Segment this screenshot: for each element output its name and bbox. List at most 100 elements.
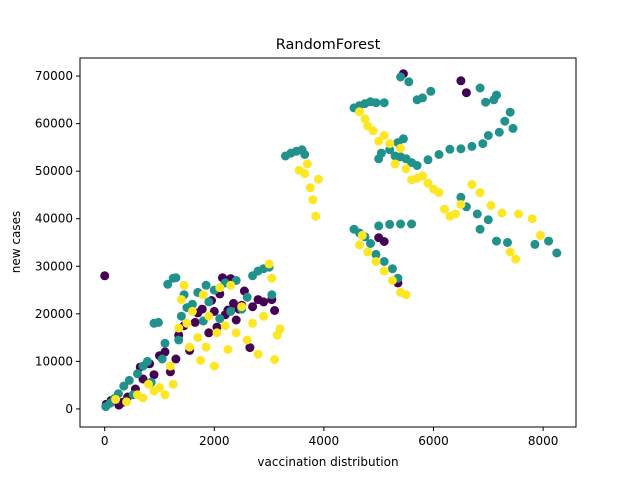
scatter-point — [231, 328, 241, 338]
scatter-point — [245, 343, 255, 353]
scatter-point — [376, 148, 386, 158]
x-tick-label: 2000 — [199, 434, 230, 448]
scatter-point — [223, 345, 233, 354]
scatter-point — [204, 297, 214, 307]
scatter-point — [165, 361, 175, 371]
scatter-point — [492, 90, 501, 100]
scatter-point — [396, 72, 406, 82]
scatter-point — [368, 126, 378, 136]
scatter-point — [360, 114, 370, 124]
scatter-point — [176, 311, 186, 321]
scatter-point — [248, 302, 258, 312]
scatter-point — [385, 219, 395, 229]
scatter-point — [204, 311, 214, 321]
scatter-point — [111, 394, 121, 404]
scatter-point — [530, 239, 540, 249]
scatter-point — [179, 280, 189, 290]
scatter-point — [355, 107, 364, 117]
scatter-point — [242, 292, 252, 302]
x-tick-label: 6000 — [418, 434, 449, 448]
scatter-point — [387, 264, 397, 274]
scatter-point — [264, 259, 274, 269]
scatter-point — [371, 257, 381, 266]
scatter-point — [423, 155, 433, 165]
scatter-point — [508, 123, 518, 133]
scatter-point — [450, 209, 460, 219]
scatter-point — [481, 97, 491, 107]
scatter-point — [215, 283, 225, 293]
scatter-point — [423, 178, 433, 188]
scatter-point — [456, 76, 466, 86]
x-axis-label: vaccination distribution — [257, 455, 398, 469]
scatter-point — [220, 321, 230, 331]
scatter-point — [511, 254, 521, 264]
scatter-point — [122, 397, 132, 407]
chart-title: RandomForest — [276, 37, 381, 53]
scatter-point — [270, 355, 280, 364]
scatter-point — [209, 361, 219, 371]
scatter-point — [401, 164, 411, 174]
x-tick-label: 0 — [101, 434, 109, 448]
scatter-point — [387, 276, 397, 285]
scatter-point — [379, 131, 389, 140]
scatter-point — [385, 145, 395, 155]
scatter-point — [483, 131, 493, 140]
scatter-point — [138, 393, 148, 403]
scatter-point — [401, 290, 411, 300]
scatter-point — [456, 192, 466, 202]
scatter-point — [100, 271, 110, 281]
x-axis-ticks: 0 2000 4000 6000 8000 — [101, 427, 559, 448]
scatter-point — [396, 219, 406, 229]
scatter-point — [171, 273, 181, 283]
scatter-point — [363, 247, 373, 257]
scatter-point — [124, 375, 134, 385]
scatter-point — [379, 237, 389, 246]
x-tick-label: 4000 — [309, 434, 340, 448]
scatter-point — [248, 318, 258, 328]
scatter-point — [390, 159, 400, 169]
scatter-point — [197, 304, 207, 314]
scatter-point — [486, 200, 496, 210]
x-tick-label: 8000 — [528, 434, 559, 448]
scatter-point — [308, 195, 318, 205]
scatter-point — [505, 107, 515, 117]
scatter-point — [418, 93, 427, 103]
scatter-point — [475, 224, 485, 234]
scatter-point — [133, 369, 142, 379]
scatter-point — [467, 141, 477, 151]
scatter-point — [226, 280, 236, 290]
scatter-point — [456, 200, 466, 209]
scatter-point — [270, 306, 280, 315]
scatter-point — [440, 204, 449, 214]
scatter-point — [478, 139, 488, 149]
scatter-point — [215, 314, 225, 324]
scatter-point — [182, 318, 192, 328]
y-tick-label: 20000 — [35, 307, 73, 321]
scatter-point — [176, 295, 186, 305]
scatter-point — [242, 335, 252, 345]
scatter-point — [174, 323, 184, 333]
scatter-point — [226, 306, 236, 316]
scatter-point — [155, 383, 164, 392]
scatter-point — [157, 354, 167, 364]
scatter-point — [119, 381, 129, 391]
scatter-point — [461, 88, 471, 98]
scatter-point — [229, 298, 238, 308]
plot-frame — [79, 57, 577, 428]
scatter-point — [231, 315, 241, 325]
scatter-point — [483, 215, 493, 225]
scatter-point — [374, 221, 384, 231]
scatter-point — [193, 333, 203, 343]
scatter-point — [174, 335, 184, 345]
scatter-point — [503, 238, 512, 247]
scatter-point — [300, 150, 310, 159]
scatter-point — [142, 356, 152, 366]
scatter-point — [404, 77, 414, 87]
y-axis-label: new cases — [9, 211, 23, 273]
scatter-point — [426, 86, 436, 96]
scatter-point — [204, 328, 214, 338]
scatter-point — [472, 209, 482, 219]
y-tick-label: 0 — [65, 402, 73, 416]
scatter-point — [201, 342, 211, 352]
scatter-point — [552, 248, 562, 258]
